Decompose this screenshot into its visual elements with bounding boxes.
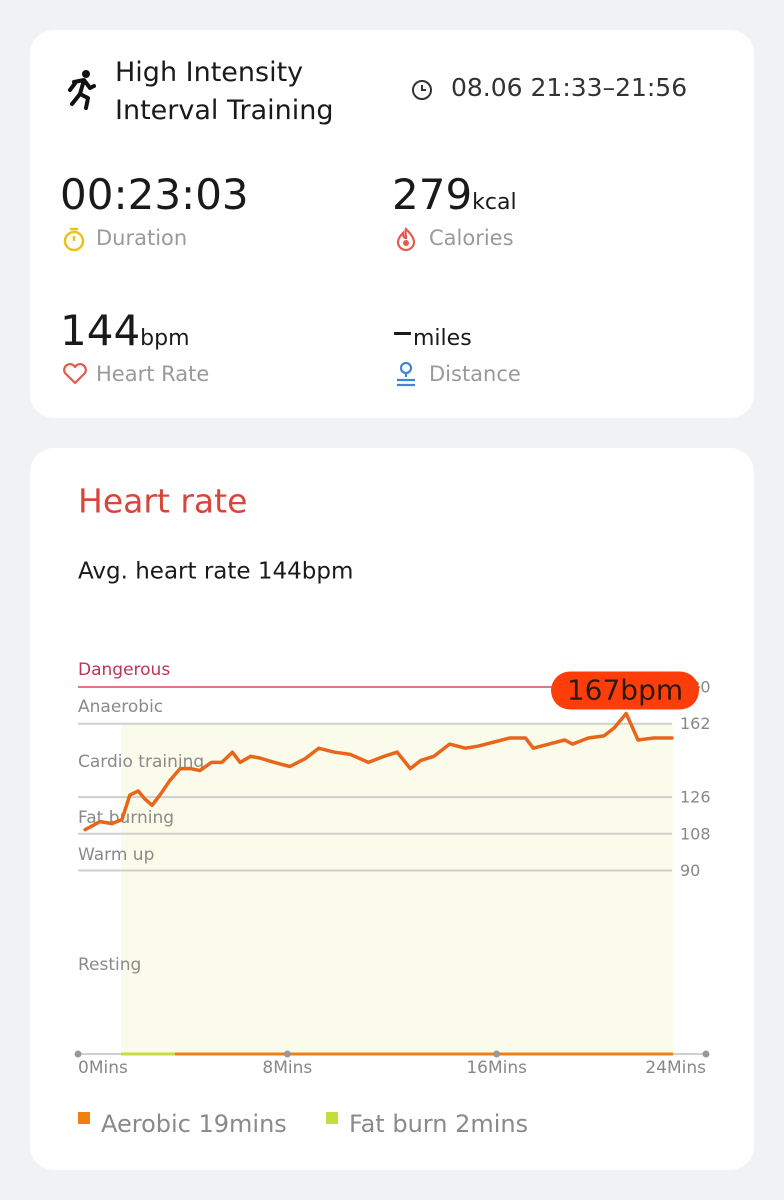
x-tick (493, 1050, 501, 1058)
zone-label: Anaerobic (78, 697, 163, 717)
stat-value: – (392, 306, 413, 355)
x-tick-label: 24Mins (645, 1058, 706, 1078)
x-tick-label: 0Mins (78, 1058, 128, 1078)
stat-label: Calories (429, 226, 514, 250)
chart-subtitle: Avg. heart rate 144bpm (78, 559, 353, 585)
stat-value: 00:23:03 (60, 170, 249, 219)
y-tick-label: 126 (680, 788, 711, 807)
stat-unit: miles (413, 326, 472, 351)
x-tick-label: 8Mins (262, 1058, 312, 1078)
title-line: Interval Training (115, 95, 334, 126)
heart-rate-line (83, 711, 674, 832)
heart-icon (63, 363, 87, 385)
x-tick (702, 1050, 710, 1058)
x-tick (283, 1050, 291, 1058)
calories-icon (396, 226, 416, 252)
y-tick-label: 108 (680, 824, 711, 843)
stat: 00:23:03 (60, 170, 249, 219)
duration-icon (63, 227, 85, 252)
x-tick-label: 16Mins (466, 1058, 527, 1078)
legend-label: Aerobic 19mins (101, 1110, 287, 1138)
legend-swatch (326, 1112, 338, 1124)
zone-label: Warm up (78, 845, 154, 865)
chart-title: Heart rate (78, 482, 247, 521)
legend-swatch (78, 1112, 90, 1124)
peak-bubble (551, 671, 699, 710)
workout-time: 08.06 21:33–21:56 (451, 73, 688, 102)
clock-icon (412, 80, 432, 100)
y-tick-label: 162 (680, 714, 711, 733)
stat: 279kcal (392, 170, 517, 219)
x-tick (74, 1050, 82, 1058)
legend-label: Fat burn 2mins (349, 1110, 528, 1138)
title-line: High Intensity (115, 57, 304, 88)
stat-unit: kcal (472, 190, 517, 215)
peak-label: 167bpm (567, 674, 683, 707)
workout-icon (68, 70, 96, 110)
stat-label: Heart Rate (96, 362, 210, 386)
zone-label: Dangerous (78, 660, 170, 680)
stat: 144bpm (60, 306, 190, 355)
stat-label: Distance (429, 362, 521, 386)
workout-title: High Intensity Interval Training (115, 54, 334, 130)
summary-card: High Intensity Interval Training 08.06 2… (30, 30, 754, 418)
stat-label: Duration (96, 226, 188, 250)
stat-value: 144 (60, 306, 141, 355)
peak-annotation: 167bpm (551, 671, 699, 710)
stat: –miles (392, 306, 472, 355)
stat-unit: bpm (140, 326, 190, 351)
stat-value: 279 (392, 170, 473, 219)
distance-icon (397, 361, 415, 387)
zone-label: Cardio training (78, 752, 204, 772)
y-tick-label: 90 (680, 861, 700, 880)
zone-area (121, 723, 673, 1054)
zone-label: Resting (78, 955, 141, 975)
